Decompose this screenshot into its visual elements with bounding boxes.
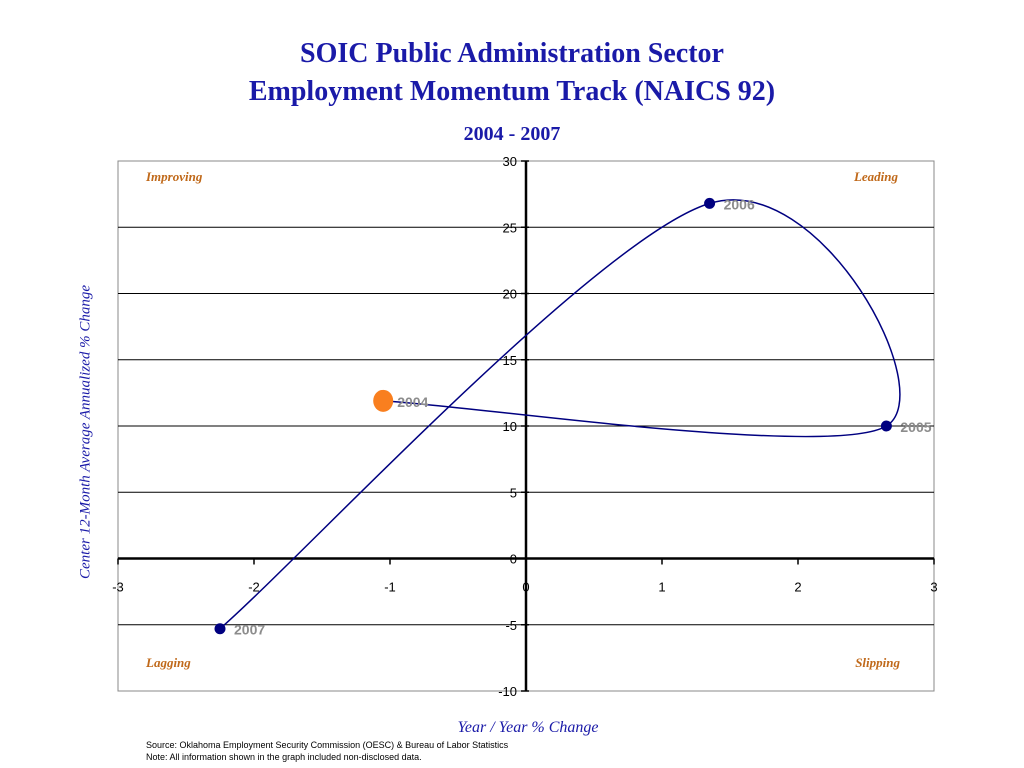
quadrant-label: Leading bbox=[853, 169, 899, 184]
data-point bbox=[704, 197, 716, 209]
y-tick-label: 30 bbox=[503, 154, 517, 169]
y-tick-label: -10 bbox=[498, 684, 517, 699]
x-axis-label: Year / Year % Change bbox=[457, 719, 599, 736]
quadrant-label: Lagging bbox=[145, 655, 191, 670]
data-point bbox=[880, 420, 892, 432]
x-tick-label: -2 bbox=[248, 580, 260, 595]
data-label: 2005 bbox=[900, 419, 931, 435]
x-tick-label: 3 bbox=[930, 580, 937, 595]
y-tick-label: 10 bbox=[503, 419, 517, 434]
chart-subtitle: 2004 - 2007 bbox=[463, 123, 561, 145]
y-tick-label: 15 bbox=[503, 353, 517, 368]
source-note: Source: Oklahoma Employment Security Com… bbox=[146, 740, 509, 750]
data-label: 2007 bbox=[234, 622, 265, 638]
y-tick-label: -5 bbox=[505, 618, 517, 633]
chart-title-line2: Employment Momentum Track (NAICS 92) bbox=[248, 76, 776, 107]
data-label: 2004 bbox=[397, 394, 428, 410]
data-point bbox=[214, 623, 226, 635]
quadrant-label: Slipping bbox=[855, 655, 900, 670]
x-tick-label: -1 bbox=[384, 580, 396, 595]
y-tick-label: 25 bbox=[503, 220, 517, 235]
y-tick-label: 5 bbox=[510, 485, 517, 500]
data-label: 2006 bbox=[724, 196, 755, 212]
disclosure-note: Note: All information shown in the graph… bbox=[146, 752, 422, 762]
y-tick-label: 20 bbox=[503, 287, 517, 302]
y-axis-label: Center 12-Month Average Annualized % Cha… bbox=[77, 285, 94, 579]
x-tick-label: 2 bbox=[794, 580, 801, 595]
data-point-current bbox=[373, 389, 394, 412]
quadrant-label: Improving bbox=[145, 169, 203, 184]
chart-title: SOIC Public Administration Sector bbox=[300, 38, 724, 69]
series-line bbox=[219, 199, 901, 630]
x-tick-label: 0 bbox=[522, 580, 529, 595]
x-tick-label: 1 bbox=[658, 580, 665, 595]
x-tick-label: -3 bbox=[112, 580, 124, 595]
